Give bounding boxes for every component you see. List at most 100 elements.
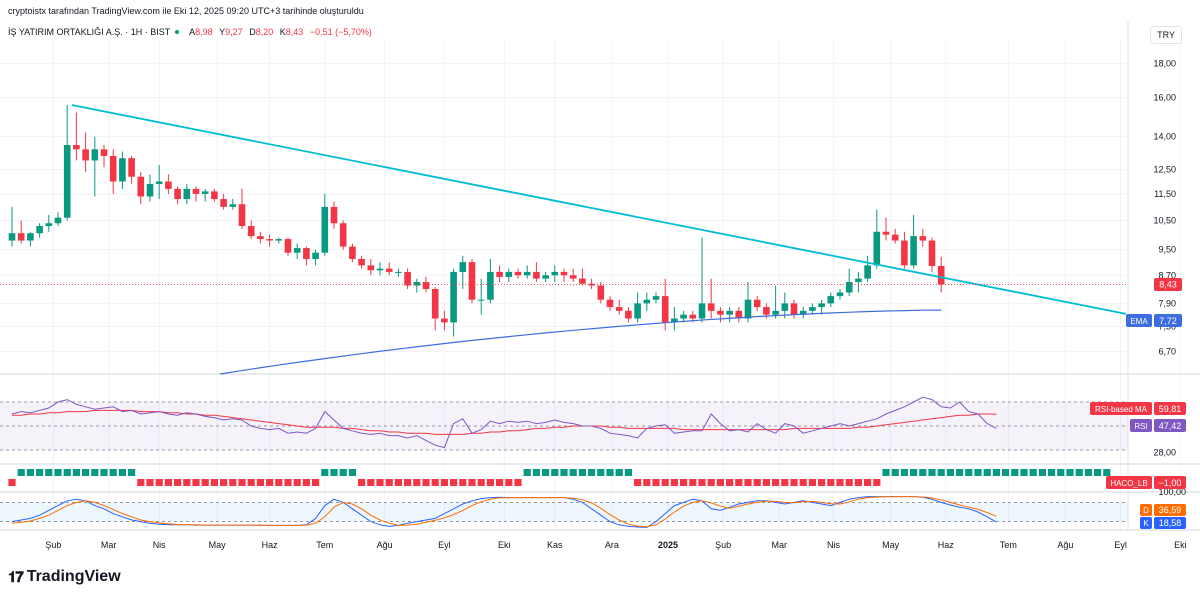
haco-short-bar [670,479,678,486]
haco-short-bar [735,479,743,486]
candle-body [330,206,338,224]
candle-body [542,275,549,279]
price-tick-label: 6,70 [1158,346,1176,356]
haco-short-bar [210,479,218,486]
last-price-badge: 8,43 [1154,277,1182,291]
candle-body [799,310,807,315]
haco-long-bar [956,469,964,476]
haco-long-bar [974,469,982,476]
candle-body [431,288,439,319]
candle-body [238,204,246,227]
haco-long-bar [1103,469,1111,476]
candle-body [404,271,411,286]
candle-body [293,248,301,253]
haco-short-bar [864,479,872,486]
price-tick-label: 9,50 [1158,245,1176,255]
candle-body [698,303,706,319]
candle-body [220,199,227,207]
haco-long-bar [532,469,540,476]
haco-short-bar [459,479,467,486]
stoch-d-label: D [1143,506,1149,515]
brand-name: TradingView [26,568,121,585]
candle-body [551,271,559,276]
time-tick-label: Haz [262,540,279,550]
candle-body [625,310,632,319]
price-tick-label: 8,70 [1158,270,1176,280]
haco-long-bar [54,469,62,476]
haco-short-bar [146,479,154,486]
currency-button[interactable]: TRY [1150,26,1182,44]
haco-long-bar [91,469,99,476]
haco-short-bar [404,479,412,486]
haco-long-bar [1002,469,1010,476]
haco-short-bar [496,479,504,486]
price-tick-label: 18,00 [1153,58,1176,68]
haco-short-bar [505,479,513,486]
haco-long-bar [946,469,954,476]
close-key: K [279,27,286,37]
haco-long-bar [615,469,623,476]
open-value: 8,98 [195,27,213,37]
change-value: −0,51 (−5,70%) [309,27,372,37]
price-grid [0,40,1181,530]
haco-short-bar [726,479,734,486]
haco-long-bar [1020,469,1028,476]
haco-long-bar [1048,469,1056,476]
ema-label: EMA [1130,317,1148,326]
tradingview-logo-icon: 𝟏𝟕 [8,568,24,586]
candle-body [735,310,743,319]
haco-short-bar [192,479,200,486]
candle-body [680,314,687,319]
haco-value: −1,00 [1159,478,1182,488]
candle-body [349,246,356,259]
haco-short-bar [238,479,246,486]
time-tick-label: Şub [715,540,731,550]
candle-body [174,188,181,200]
candle-body [312,252,319,259]
rsi-ma-badge: RSI-based MA 59,81 [1090,402,1186,415]
haco-badge: HACO_LB −1,00 [1106,476,1186,489]
candle-body [496,271,503,277]
haco-long-bar [321,469,329,476]
time-tick-label: May [209,540,227,550]
candle-body [753,299,761,308]
haco-short-bar [275,479,283,486]
candle-body [441,318,448,323]
symbol-name[interactable]: İŞ YATIRIM ORTAKLIĞI A.Ş. · 1H · BIST [8,27,171,37]
chart-canvas[interactable]: 18,00 16,00 14,00 12,50 11,50 10,50 9,50 8,70 7,… [0,0,1200,560]
candle-body [790,303,798,315]
haco-short-bar [385,479,393,486]
haco-short-bar [312,479,320,486]
haco-long-bar [569,469,577,476]
descending-trendline [71,104,1127,315]
haco-long-bar [560,469,568,476]
haco-short-bar [514,479,522,486]
candle-body [339,223,347,247]
stoch-rsi-panel: 100,00 [0,487,1186,528]
candle-body [579,278,586,284]
haco-short-bar [229,479,237,486]
haco-short-bar [201,479,209,486]
stoch-d-line [11,496,997,528]
candle-body [367,265,375,271]
haco-short-bar [772,479,780,486]
candle-body [855,278,862,283]
haco-short-bar [450,479,458,486]
time-tick-label: 2025 [658,540,678,550]
time-tick-label: Haz [938,540,955,550]
haco-short-bar [155,479,163,486]
rsi-value: 47,42 [1159,421,1182,431]
haco-long-bar [597,469,605,476]
haco-short-bar [468,479,476,486]
stoch-tick-label: 100,00 [1158,487,1186,497]
price-tick-label: 16,00 [1153,93,1176,103]
tradingview-logo[interactable]: 𝟏𝟕 TradingView [8,568,121,586]
haco-long-bar [1029,469,1037,476]
candle-body [137,176,145,197]
haco-long-bar [578,469,586,476]
haco-short-bar [808,479,816,486]
candle-body [560,271,568,276]
haco-short-bar [431,479,439,486]
haco-short-bar [643,479,651,486]
haco-long-bar [900,469,908,476]
